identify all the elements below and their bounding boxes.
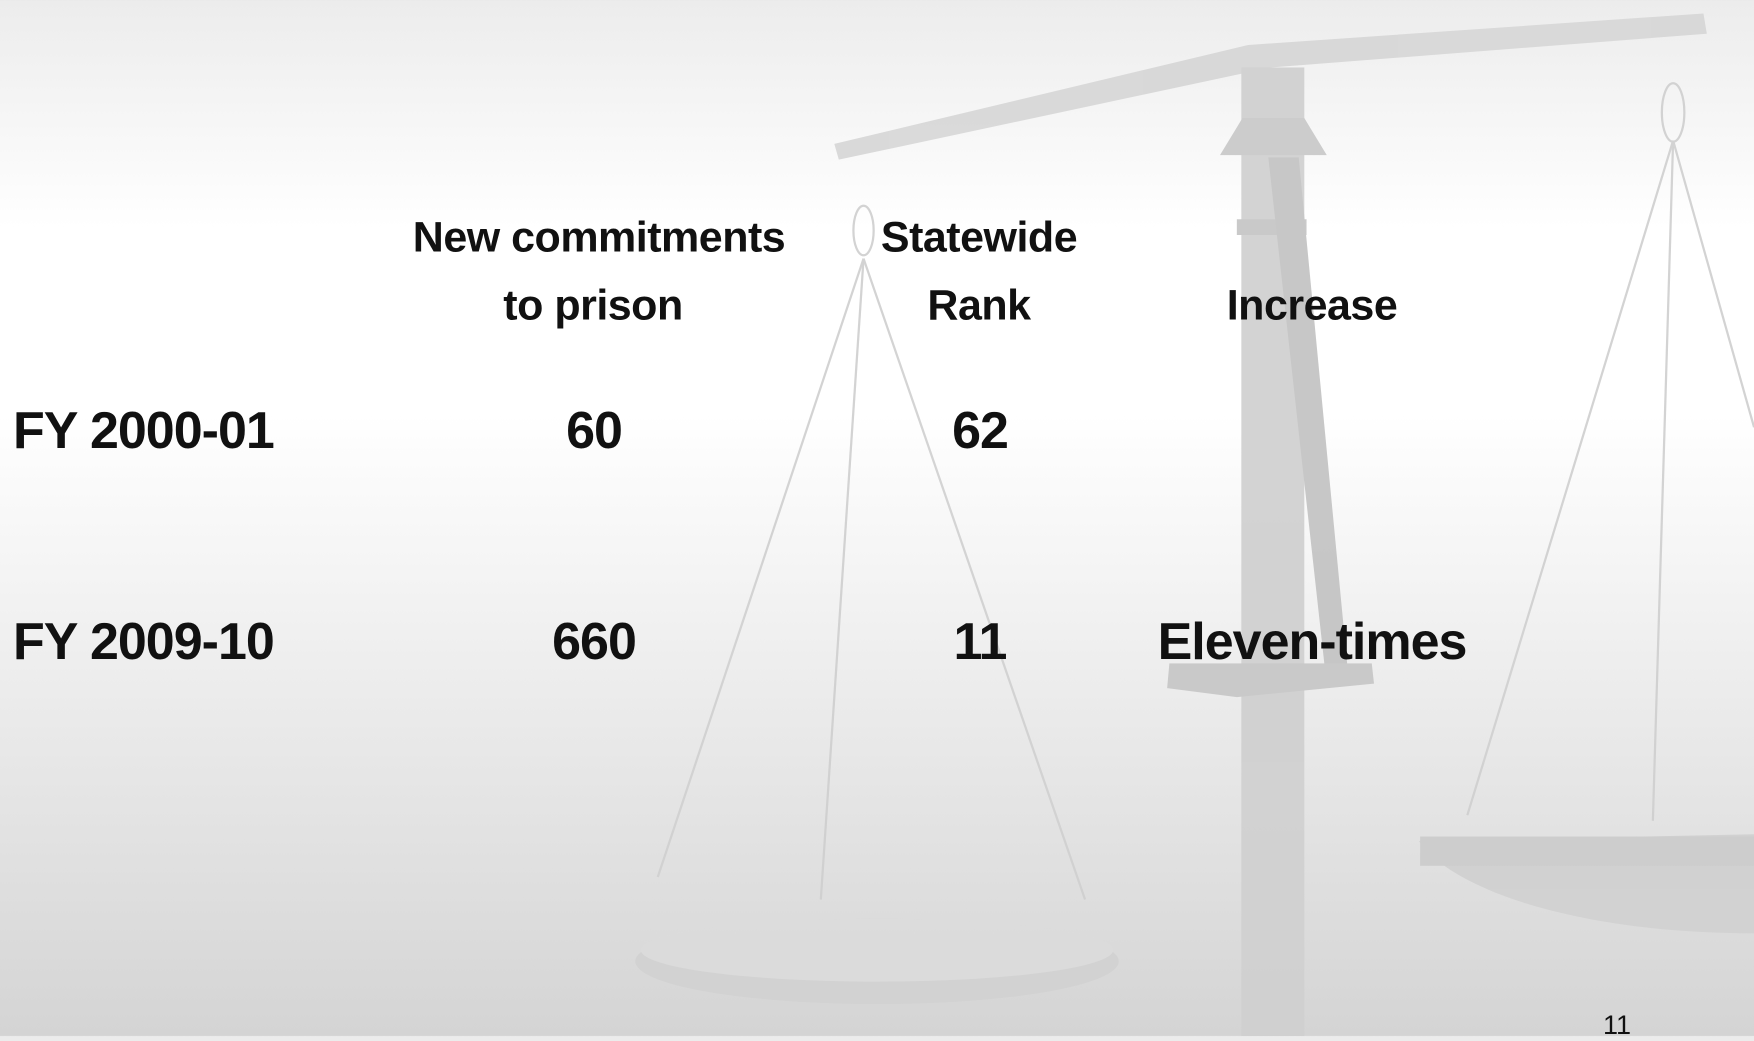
table-cell: Eleven-times — [1157, 613, 1468, 671]
table-cell: 62 — [952, 402, 1009, 460]
header-cell: New commitments — [412, 213, 786, 262]
page-number: 11 — [1603, 1010, 1632, 1040]
row-label: FY 2000-01 — [13, 402, 275, 460]
header-cell: Increase — [1226, 281, 1398, 330]
table-cell: 60 — [566, 402, 623, 460]
header-cell: Statewide — [880, 213, 1078, 262]
table-cell: 11 — [953, 613, 1008, 671]
header-cell: Rank — [927, 281, 1031, 330]
table-cell: 660 — [552, 613, 637, 671]
row-label: FY 2009-10 — [13, 613, 275, 671]
header-cell: to prison — [503, 281, 683, 330]
